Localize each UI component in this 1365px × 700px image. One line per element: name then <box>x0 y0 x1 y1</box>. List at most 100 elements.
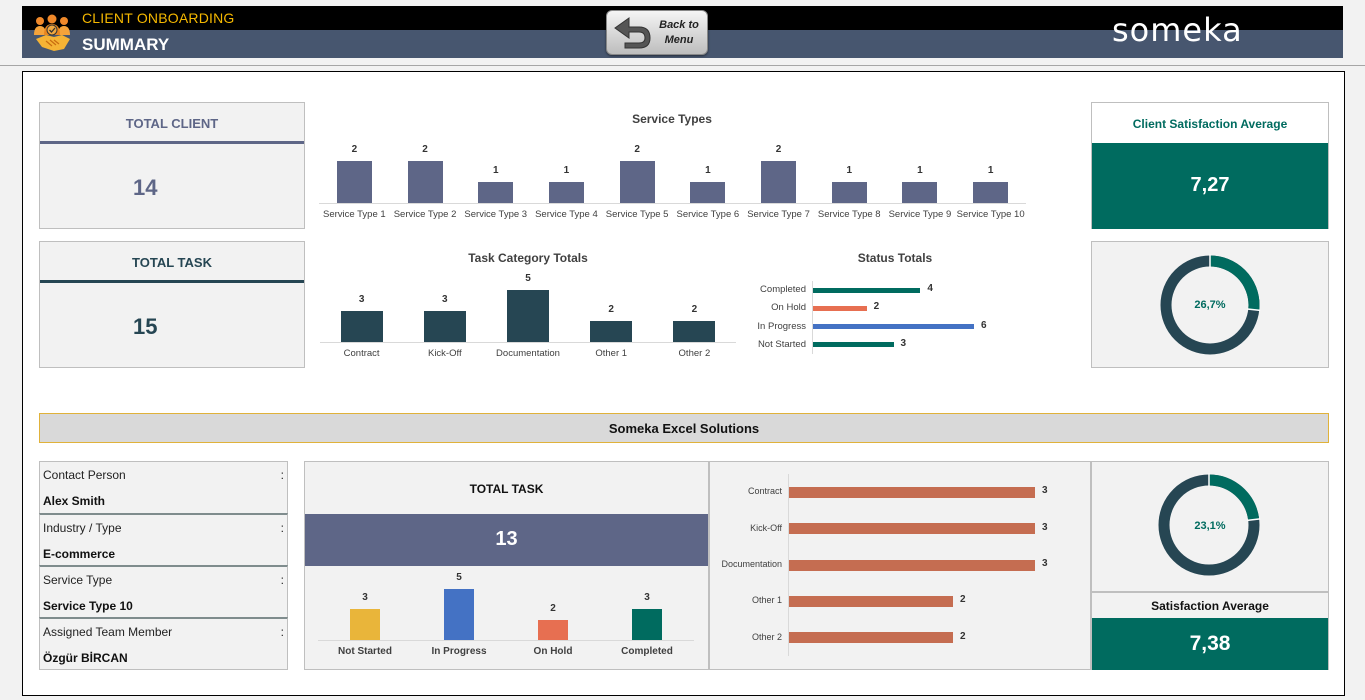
chart-axis <box>788 474 789 656</box>
x-tick-label: Service Type 5 <box>605 209 669 220</box>
y-tick-label: Completed <box>760 284 806 296</box>
page-title: SUMMARY <box>82 35 170 54</box>
y-tick-label: Documentation <box>721 559 782 569</box>
client-name: Someka Excel Solutions <box>608 421 760 436</box>
client-total-task-value-box: 13 <box>305 514 708 566</box>
info-row: Industry / Type: E-commerce <box>39 513 288 565</box>
back-label-line1: Back to <box>659 19 699 31</box>
data-label: 1 <box>846 165 853 176</box>
data-label: 1 <box>705 165 711 176</box>
chart-axis <box>812 281 813 354</box>
x-tick-label: On Hold <box>533 646 573 657</box>
info-label: Contact Person <box>43 468 126 482</box>
client-satisfaction-value-box: 7,38 <box>1092 618 1328 670</box>
data-label: 3 <box>644 592 650 604</box>
data-label: 2 <box>634 144 640 155</box>
chart-bar <box>813 305 867 311</box>
app-title: CLIENT ONBOARDING <box>82 10 235 26</box>
info-row: Contact Person: Alex Smith <box>39 461 288 513</box>
x-tick-label: Not Started <box>338 646 392 657</box>
data-label: 3 <box>442 293 448 305</box>
client-satisfaction-card: Satisfaction Average 7,38 <box>1091 592 1329 670</box>
chart-bar <box>340 310 383 342</box>
data-label: 4 <box>927 283 933 295</box>
chart-bar <box>902 182 938 203</box>
client-completion-donut-chart <box>1158 473 1261 576</box>
data-label: 2 <box>550 602 556 614</box>
client-satisfaction-label: Client Satisfaction Average <box>1132 117 1288 131</box>
y-tick-label: On Hold <box>771 302 806 314</box>
brand-logo: someka <box>1112 11 1243 49</box>
status-totals-title: Status Totals <box>857 251 933 265</box>
x-tick-label: Service Type 6 <box>676 209 740 220</box>
info-value: E-commerce <box>43 547 116 561</box>
client-total-task-value: 13 <box>495 528 518 550</box>
data-label: 1 <box>563 165 570 176</box>
data-label: 3 <box>900 337 907 349</box>
chart-bar <box>813 342 894 348</box>
back-label-line2: Menu <box>664 34 694 46</box>
chart-bar <box>507 290 549 342</box>
y-tick-label: Not Started <box>757 338 806 350</box>
completion-donut-card: 26,7% <box>1091 241 1329 368</box>
x-tick-label: Service Type 3 <box>464 209 528 220</box>
info-row: Assigned Team Member: Özgür BİRCAN <box>39 617 288 670</box>
x-tick-label: Completed <box>621 646 673 657</box>
total-client-label: TOTAL CLIENT <box>125 116 219 131</box>
data-label: 6 <box>981 319 987 331</box>
client-total-task-label: TOTAL TASK <box>469 482 544 496</box>
x-tick-label: Service Type 4 <box>535 209 598 220</box>
chart-bar <box>973 182 1009 203</box>
chart-bar <box>336 161 372 203</box>
data-label: 2 <box>873 301 880 313</box>
y-tick-label: Other 2 <box>751 631 782 642</box>
chart-bar <box>407 161 443 203</box>
data-label: 2 <box>960 594 966 606</box>
total-task-card: TOTAL TASK 15 <box>39 241 305 368</box>
y-tick-label: In Progress <box>757 320 806 332</box>
header-divider <box>0 65 1365 66</box>
client-donut-card: 23,1% <box>1091 461 1329 592</box>
handshake-team-icon <box>34 14 70 51</box>
data-label: 2 <box>960 630 966 642</box>
chart-bar <box>761 161 797 203</box>
chart-bar <box>789 595 953 607</box>
client-satisfaction-label: Satisfaction Average <box>1151 599 1269 613</box>
y-tick-label: Other 1 <box>751 595 782 606</box>
back-to-menu-button[interactable]: Back to Menu <box>606 10 708 55</box>
data-label: 1 <box>492 165 499 176</box>
client-satisfaction-card: Client Satisfaction Average 7,27 <box>1091 102 1329 229</box>
chart-bar <box>538 619 568 640</box>
info-value: Service Type 10 <box>43 599 133 613</box>
info-colon: : <box>280 625 284 639</box>
client-satisfaction-value: 7,27 <box>1190 174 1230 196</box>
chart-bar <box>478 182 514 203</box>
kpi-divider <box>40 280 304 283</box>
chart-bar <box>350 609 380 640</box>
data-label: 2 <box>351 144 358 155</box>
info-label: Industry / Type <box>43 521 122 535</box>
data-label: 5 <box>525 273 531 284</box>
chart-bar <box>813 324 974 330</box>
x-tick-label: Kick-Off <box>427 348 462 359</box>
data-label: 2 <box>691 304 698 316</box>
total-task-label: TOTAL TASK <box>132 255 212 270</box>
chart-bar <box>619 161 655 203</box>
data-label: 3 <box>362 592 368 604</box>
chart-bar <box>831 182 867 203</box>
chart-bar <box>789 632 953 644</box>
x-tick-label: Service Type 9 <box>888 209 952 220</box>
x-tick-label: Other 2 <box>678 348 711 359</box>
x-tick-label: Service Type 10 <box>956 209 1025 220</box>
chart-bar <box>673 321 716 342</box>
data-label: 3 <box>1042 485 1048 497</box>
chart-bar <box>813 287 921 293</box>
data-label: 1 <box>917 165 923 176</box>
total-task-value: 15 <box>133 314 158 339</box>
chart-bar <box>444 589 474 640</box>
data-label: 1 <box>987 165 994 176</box>
x-tick-label: Documentation <box>496 348 560 359</box>
x-tick-label: Service Type 7 <box>747 209 810 220</box>
info-colon: : <box>280 573 284 587</box>
info-value: Özgür BİRCAN <box>43 651 128 665</box>
